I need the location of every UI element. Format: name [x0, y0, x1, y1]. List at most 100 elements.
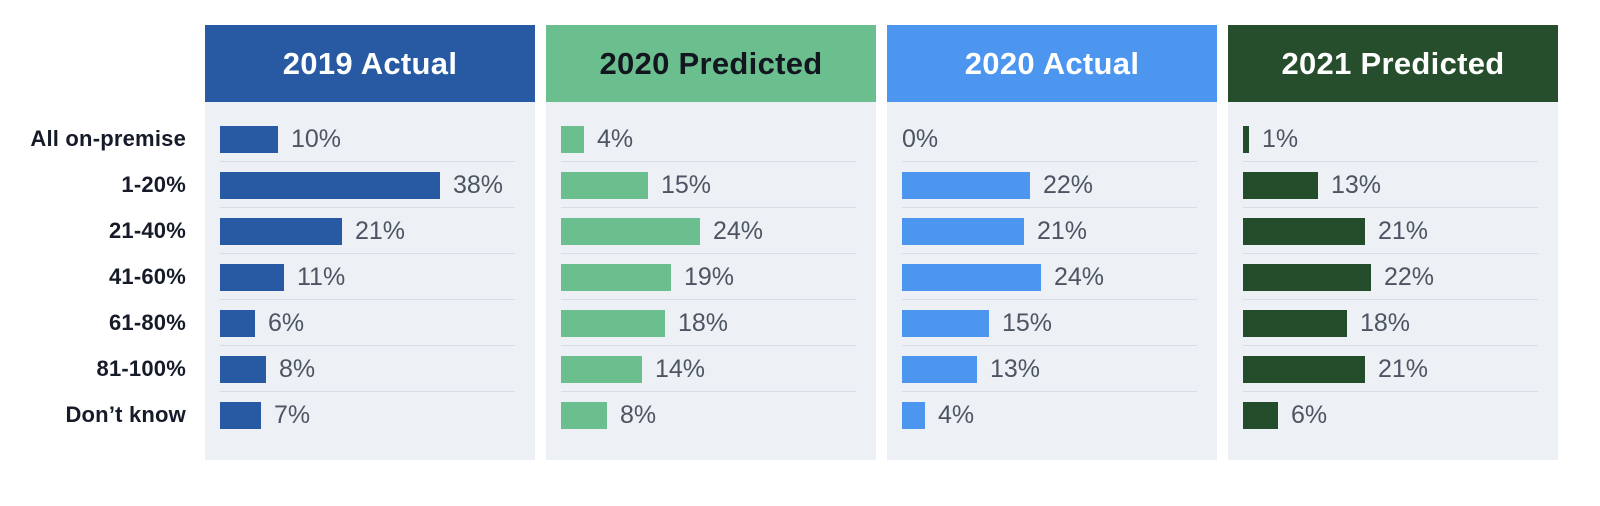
- category-label: All on-premise: [30, 126, 186, 151]
- bar-row: 24%: [902, 254, 1197, 300]
- bar: [561, 171, 648, 199]
- value-label: 6%: [1291, 400, 1328, 429]
- bar-row: 13%: [902, 346, 1197, 392]
- value-label: 8%: [279, 354, 316, 383]
- value-label: 13%: [1331, 170, 1382, 199]
- bar: [561, 263, 671, 291]
- value-label: 13%: [990, 354, 1041, 383]
- bar-row: 18%: [1243, 300, 1538, 346]
- value-label: 11%: [297, 262, 346, 291]
- category-label: 1-20%: [121, 172, 186, 197]
- panel-2020-actual: 2020 Actual 0% 22% 21% 24% 15% 13% 4%: [887, 25, 1217, 506]
- bar-row: 4%: [561, 116, 856, 162]
- bar-row: 24%: [561, 208, 856, 254]
- bar: [220, 217, 342, 245]
- value-label: 10%: [291, 124, 342, 153]
- bar: [902, 263, 1041, 291]
- bar: [561, 125, 584, 153]
- bar-row: 14%: [561, 346, 856, 392]
- bar: [902, 309, 989, 337]
- bar-row: 18%: [561, 300, 856, 346]
- bar-row: 6%: [220, 300, 515, 346]
- panel-header: 2020 Predicted: [546, 25, 876, 102]
- value-label: 24%: [1054, 262, 1105, 291]
- value-label: 15%: [1002, 308, 1053, 337]
- value-label: 8%: [620, 400, 657, 429]
- bar: [220, 355, 266, 383]
- bar: [561, 217, 700, 245]
- bar-row: 1%: [1243, 116, 1538, 162]
- bar-row: 13%: [1243, 162, 1538, 208]
- category-label: 81-100%: [96, 356, 186, 381]
- bar-row: 6%: [1243, 392, 1538, 438]
- bar: [220, 125, 278, 153]
- bar-row: 10%: [220, 116, 515, 162]
- value-label: 24%: [713, 216, 764, 245]
- value-label: 18%: [1360, 308, 1411, 337]
- bar: [1243, 355, 1365, 383]
- bar: [220, 309, 255, 337]
- bar-row: 8%: [561, 392, 856, 438]
- chart-panels: 2019 Actual 10% 38% 21% 11% 6% 8% 7% 2020 Predic…: [205, 25, 1558, 506]
- value-label: 21%: [1378, 354, 1429, 383]
- bar-row: 0%: [902, 116, 1197, 162]
- bar: [1243, 217, 1365, 245]
- bar: [1243, 125, 1249, 153]
- panel-header: 2021 Predicted: [1228, 25, 1558, 102]
- panel-2019-actual: 2019 Actual 10% 38% 21% 11% 6% 8% 7%: [205, 25, 535, 506]
- bar: [902, 171, 1030, 199]
- panel-2020-predicted: 2020 Predicted 4% 15% 24% 19% 18% 14% 8%: [546, 25, 876, 506]
- category-labels-column: All on-premise 1-20% 21-40% 41-60% 61-80% 81-…: [0, 116, 194, 506]
- bar-row: 38%: [220, 162, 515, 208]
- panel-header: 2020 Actual: [887, 25, 1217, 102]
- bar-row: 21%: [220, 208, 515, 254]
- bar: [902, 355, 977, 383]
- bar: [561, 309, 665, 337]
- bar: [220, 171, 440, 199]
- bar-row: 15%: [902, 300, 1197, 346]
- value-label: 18%: [678, 308, 729, 337]
- bar-row: 11%: [220, 254, 515, 300]
- value-label: 4%: [597, 124, 634, 153]
- value-label: 19%: [684, 262, 735, 291]
- value-label: 0%: [902, 124, 939, 153]
- bar: [1243, 309, 1347, 337]
- bar-row: 21%: [1243, 346, 1538, 392]
- value-label: 4%: [938, 400, 975, 429]
- bar: [902, 401, 925, 429]
- bar-row: 22%: [902, 162, 1197, 208]
- panel-2021-predicted: 2021 Predicted 1% 13% 21% 22% 18% 21% 6%: [1228, 25, 1558, 506]
- panel-body: 4% 15% 24% 19% 18% 14% 8%: [546, 102, 876, 460]
- panel-header: 2019 Actual: [205, 25, 535, 102]
- bar-row: 21%: [902, 208, 1197, 254]
- category-label: Don’t know: [65, 402, 186, 427]
- bar: [561, 401, 607, 429]
- panel-body: 1% 13% 21% 22% 18% 21% 6%: [1228, 102, 1558, 460]
- bar-row: 8%: [220, 346, 515, 392]
- value-label: 22%: [1043, 170, 1094, 199]
- category-label: 61-80%: [108, 310, 186, 335]
- value-label: 1%: [1262, 124, 1299, 153]
- bar: [561, 355, 642, 383]
- value-label: 6%: [268, 308, 305, 337]
- value-label: 21%: [1037, 216, 1088, 245]
- category-label: 41-60%: [108, 264, 186, 289]
- bar: [1243, 171, 1318, 199]
- value-label: 7%: [274, 400, 311, 429]
- bar: [1243, 263, 1371, 291]
- value-label: 21%: [355, 216, 406, 245]
- bar: [220, 263, 284, 291]
- value-label: 38%: [453, 170, 504, 199]
- panel-body: 10% 38% 21% 11% 6% 8% 7%: [205, 102, 535, 460]
- bar: [220, 401, 261, 429]
- bar: [1243, 401, 1278, 429]
- panel-body: 0% 22% 21% 24% 15% 13% 4%: [887, 102, 1217, 460]
- value-label: 14%: [655, 354, 706, 383]
- bar-row: 15%: [561, 162, 856, 208]
- bar-row: 22%: [1243, 254, 1538, 300]
- value-label: 15%: [661, 170, 712, 199]
- bar-row: 4%: [902, 392, 1197, 438]
- bar-row: 21%: [1243, 208, 1538, 254]
- bar: [902, 217, 1024, 245]
